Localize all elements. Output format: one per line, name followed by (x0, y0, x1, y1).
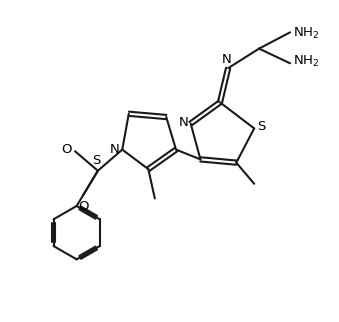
Text: S: S (257, 120, 266, 133)
Text: N: N (110, 143, 120, 156)
Text: NH$_2$: NH$_2$ (293, 25, 319, 41)
Text: O: O (78, 200, 88, 213)
Text: NH$_2$: NH$_2$ (293, 54, 319, 69)
Text: S: S (92, 154, 100, 167)
Text: O: O (61, 143, 72, 156)
Text: N: N (222, 52, 232, 66)
Text: N: N (178, 116, 188, 129)
